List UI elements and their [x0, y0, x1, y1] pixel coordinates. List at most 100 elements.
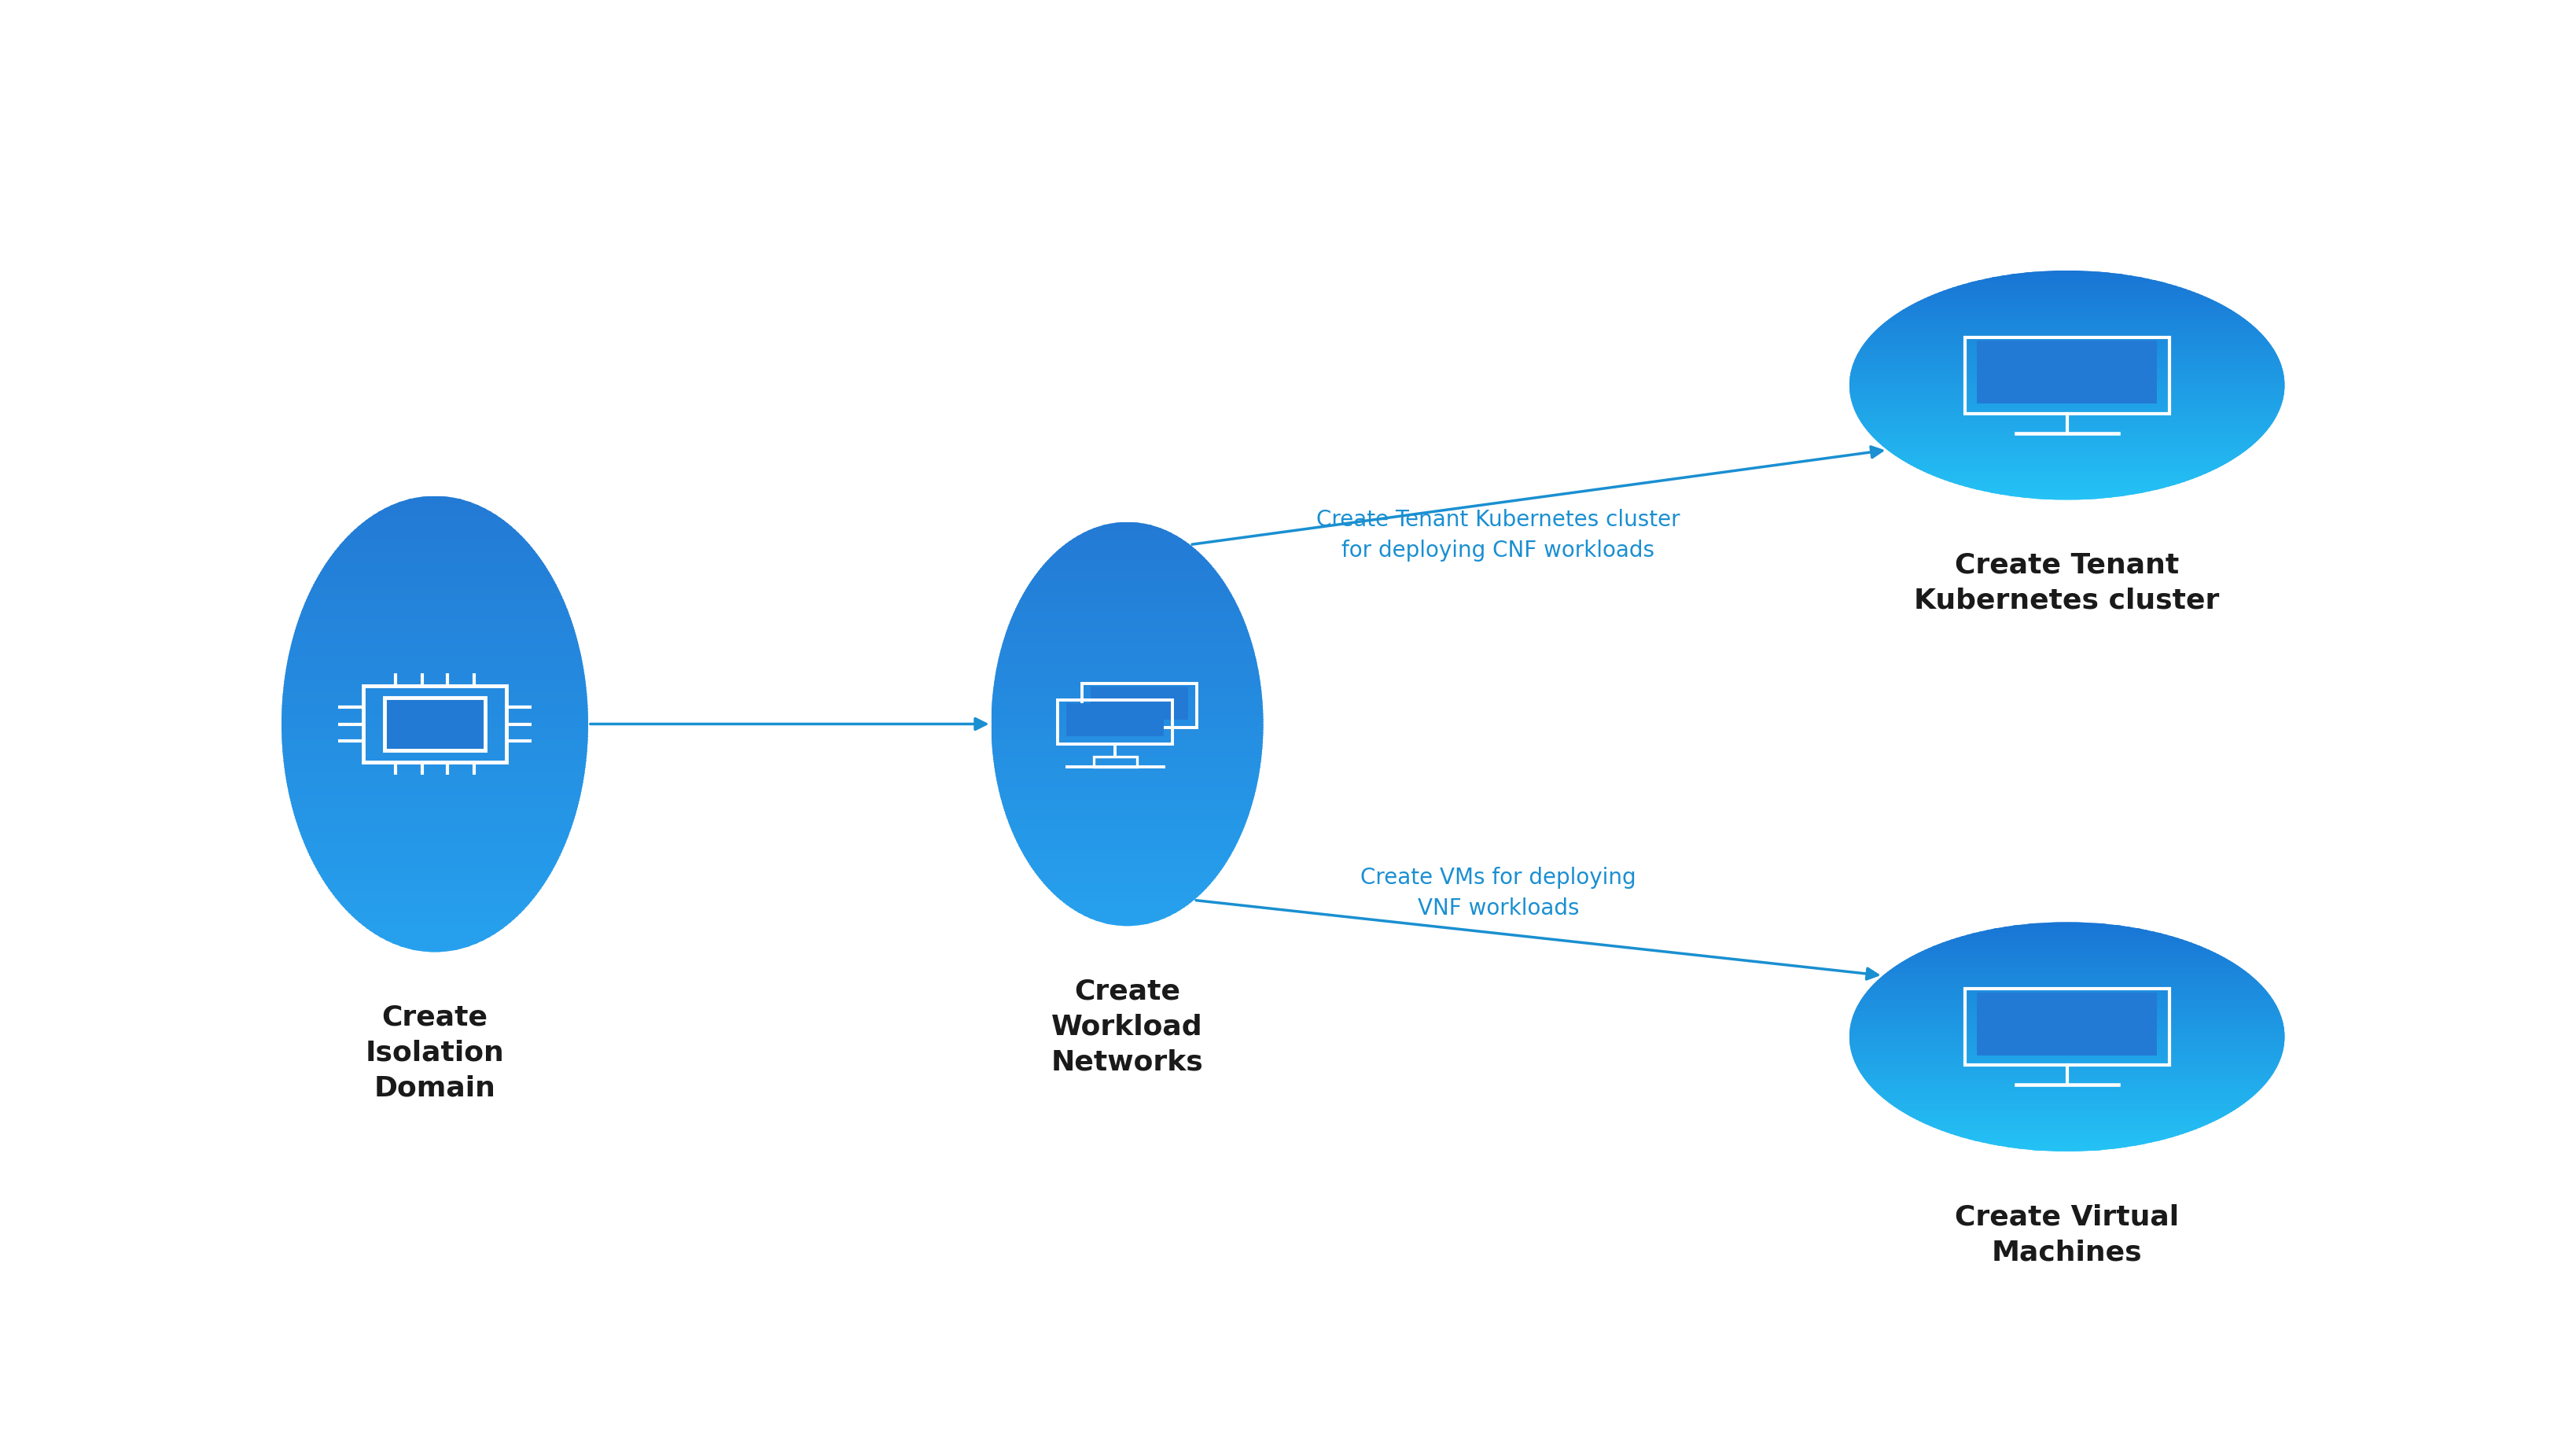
Bar — [992, 539, 1262, 542]
Bar — [281, 885, 587, 888]
Bar — [992, 888, 1262, 891]
Bar — [1850, 307, 2285, 308]
Bar — [1850, 961, 2285, 963]
Bar — [1850, 1140, 2285, 1141]
Bar — [1850, 385, 2285, 387]
Bar — [1850, 353, 2285, 355]
Bar — [281, 727, 587, 730]
Bar — [1850, 484, 2285, 485]
Bar — [281, 536, 587, 539]
Bar — [992, 880, 1262, 883]
Bar — [992, 799, 1262, 802]
Bar — [1850, 292, 2285, 294]
Bar — [1850, 1031, 2285, 1032]
Bar — [1850, 1001, 2285, 1002]
Bar — [1850, 1108, 2285, 1109]
Bar — [281, 542, 587, 544]
Bar — [1850, 1119, 2285, 1121]
Bar — [992, 915, 1262, 918]
Bar — [1850, 392, 2285, 394]
Bar — [1850, 1122, 2285, 1124]
Bar — [992, 695, 1262, 696]
Bar — [992, 614, 1262, 617]
Bar — [1850, 1115, 2285, 1116]
Bar — [281, 909, 587, 912]
Bar — [992, 921, 1262, 924]
Bar — [281, 636, 587, 639]
Bar — [1850, 350, 2285, 352]
Bar — [1850, 930, 2285, 931]
Bar — [1850, 1064, 2285, 1066]
Bar — [992, 902, 1262, 905]
Bar — [992, 743, 1262, 746]
Bar — [1850, 316, 2285, 319]
Bar — [1850, 973, 2285, 975]
Bar — [992, 636, 1262, 637]
Bar — [1850, 1073, 2285, 1074]
Bar — [992, 586, 1262, 589]
Bar — [1850, 361, 2285, 362]
Bar — [1850, 970, 2285, 972]
Bar — [281, 523, 587, 526]
Bar — [1850, 1100, 2285, 1102]
Bar — [1850, 980, 2285, 982]
Bar — [281, 608, 587, 611]
Bar — [1850, 359, 2285, 361]
Bar — [992, 783, 1262, 786]
Bar — [281, 639, 587, 641]
Bar — [281, 840, 587, 843]
Bar — [281, 705, 587, 710]
Bar — [992, 811, 1262, 812]
Bar — [1850, 922, 2285, 924]
Bar — [1850, 960, 2285, 961]
Bar — [1850, 1131, 2285, 1134]
Bar — [281, 791, 587, 794]
Bar — [1850, 1127, 2285, 1128]
Bar — [281, 937, 587, 940]
Bar — [1850, 1005, 2285, 1006]
Bar — [281, 851, 587, 854]
Bar — [1850, 424, 2285, 427]
Bar — [1850, 1019, 2285, 1021]
Bar — [992, 721, 1262, 724]
Bar — [1850, 1099, 2285, 1100]
Bar — [1850, 938, 2285, 940]
Bar — [992, 794, 1262, 796]
Bar — [1850, 964, 2285, 966]
Bar — [281, 611, 587, 614]
Bar — [992, 652, 1262, 654]
Bar — [281, 860, 587, 864]
Bar — [1850, 489, 2285, 491]
Bar — [281, 912, 587, 915]
Bar — [1850, 482, 2285, 484]
Bar — [281, 699, 587, 702]
Bar — [1850, 324, 2285, 326]
Bar — [1850, 388, 2285, 390]
Bar — [1850, 298, 2285, 300]
Bar — [992, 640, 1262, 643]
Bar — [1850, 433, 2285, 434]
Bar — [281, 794, 587, 796]
Bar — [281, 948, 587, 953]
Bar — [1850, 285, 2285, 287]
Bar — [1850, 281, 2285, 282]
Bar — [1850, 1138, 2285, 1140]
Text: Create
Workload
Networks: Create Workload Networks — [1051, 979, 1203, 1076]
Bar — [992, 789, 1262, 792]
Bar — [281, 599, 587, 602]
Bar — [281, 566, 587, 569]
Bar — [992, 708, 1262, 711]
Bar — [1850, 943, 2285, 944]
Bar — [1850, 935, 2285, 937]
Bar — [281, 591, 587, 594]
Bar — [992, 657, 1262, 659]
Bar — [1850, 1045, 2285, 1047]
Bar — [1850, 1150, 2285, 1151]
Bar — [281, 804, 587, 807]
Bar — [281, 834, 587, 837]
Bar — [1850, 446, 2285, 447]
Bar — [281, 766, 587, 770]
Bar — [992, 618, 1262, 621]
Bar — [1850, 301, 2285, 303]
Text: Create
Isolation
Domain: Create Isolation Domain — [366, 1005, 505, 1102]
